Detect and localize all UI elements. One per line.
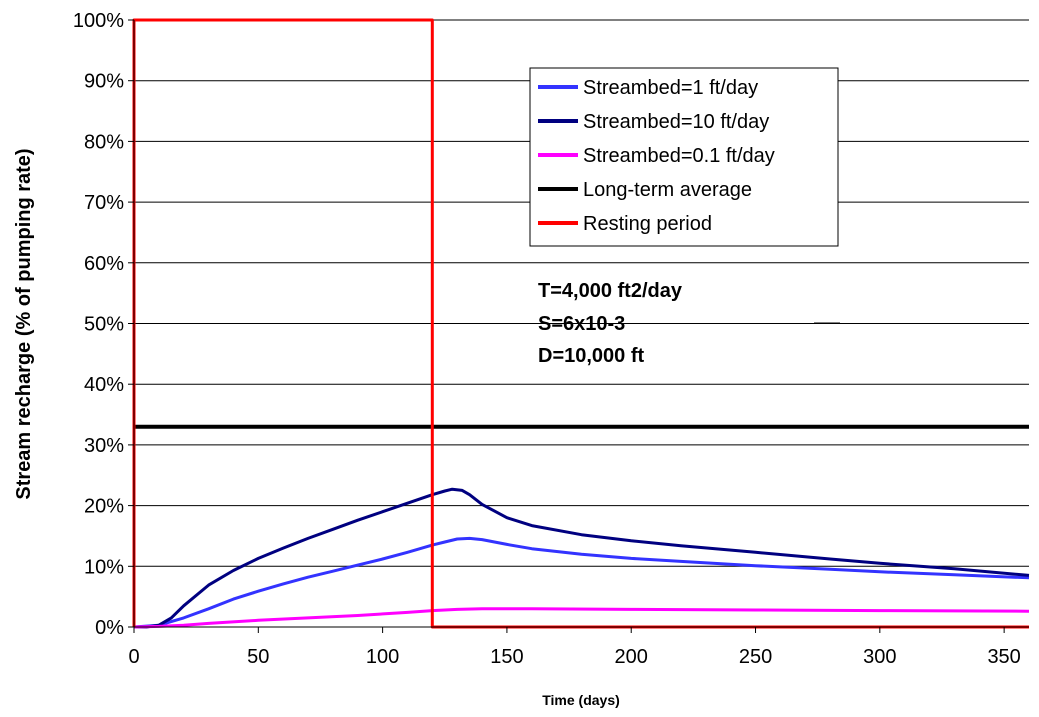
x-tick-label: 150 [490,646,523,668]
streambed-0-1-line [133,607,1030,629]
x-tick-label: 200 [615,646,648,668]
x-tick-label: 300 [863,646,896,668]
y-tick-label: 50% [84,314,124,336]
y-tick-label: 20% [84,496,124,518]
x-tick-label: 250 [739,646,772,668]
streambed-10-line [134,487,1030,629]
y-tick-label: 80% [84,131,124,153]
annotation-distance: D=10,000 ft [538,345,645,367]
x-tick-label: 100 [366,646,399,668]
y-tick-label: 0% [95,617,124,639]
y-tick-label: 90% [84,71,124,93]
y-tick-label: 30% [84,435,124,457]
gridlines [134,19,1029,567]
x-tick-label: 50 [247,646,269,668]
legend-box [529,67,839,247]
annotation-transmissivity: T=4,000 ft2/day [538,280,683,302]
x-tick-label: 0 [128,646,139,668]
legend-label: Streambed=1 ft/day [583,77,758,99]
legend-label: Long-term average [583,179,752,201]
y-tick-label: 100% [73,10,124,32]
legend: Streambed=1 ft/day Streambed=10 ft/day Str… [529,67,839,247]
y-tick-label: 70% [84,192,124,214]
y-tick-label: 60% [84,253,124,275]
streambed-1-line [133,536,1030,629]
y-tick-label: 40% [84,374,124,396]
series-layer [132,18,1030,629]
x-ticks: 0 50 100 150 200 250 300 350 [128,627,1021,668]
x-axis-label: Time (days) [542,692,620,708]
legend-label: Resting period [583,213,712,235]
legend-label: Streambed=10 ft/day [583,111,769,133]
annotation-storage: S=6x10-3 [538,313,625,335]
legend-label: Streambed=0.1 ft/day [583,145,775,167]
x-tick-label: 350 [987,646,1020,668]
y-tick-label: 10% [84,556,124,578]
annotations: T=4,000 ft2/day S=6x10-3 D=10,000 ft [538,280,840,367]
y-axis-label: Stream recharge (% of pumping rate) [13,148,35,499]
y-ticks: 0% 10% 20% 30% 40% 50% 60% 70% 80% 90% 100% [73,10,134,639]
